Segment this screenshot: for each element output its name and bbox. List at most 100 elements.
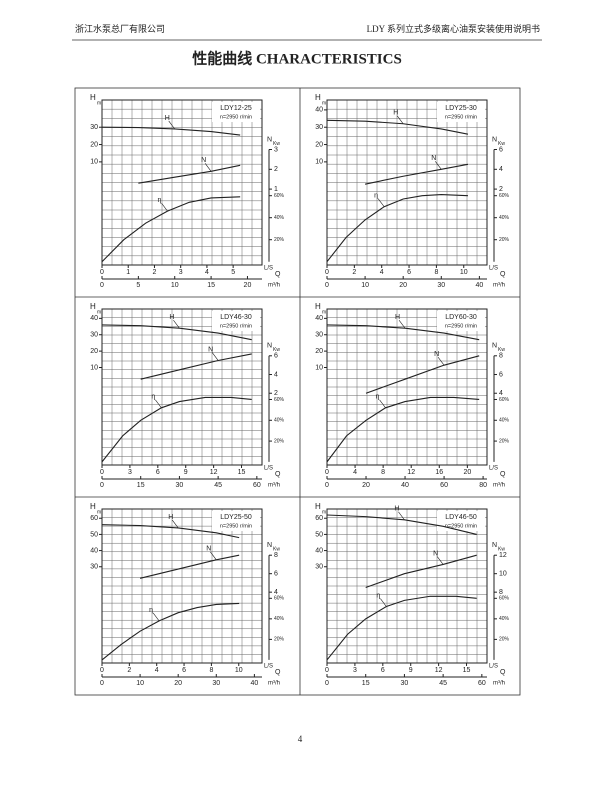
h-tick-label: 50: [90, 531, 98, 538]
h-tick-label: 20: [315, 141, 323, 148]
h-leader: [171, 519, 179, 529]
model-label: LDY12-25: [220, 105, 252, 112]
ls-tick-label: 5: [231, 269, 235, 276]
m3h-tick-label: 30: [437, 282, 445, 289]
eff-tick-label: 20%: [499, 237, 510, 243]
m3h-tick-label: 0: [325, 282, 329, 289]
h-axis-unit: m: [97, 100, 101, 106]
eff-tick-label: 40%: [499, 616, 510, 622]
h-curve-label: H: [168, 514, 173, 521]
m3h-tick-label: 30: [212, 680, 220, 687]
model-box: [212, 102, 260, 122]
ls-tick-label: 3: [128, 469, 132, 476]
frame: [74, 87, 521, 696]
n-curve-label: N: [208, 346, 213, 353]
n-axis-unit: Kw: [498, 141, 505, 147]
n-axis-title: N: [492, 542, 497, 549]
n-curve-label: N: [433, 550, 438, 557]
eff-tick-label: 20%: [274, 637, 285, 643]
m3h-tick-label: 0: [325, 680, 329, 687]
ls-tick-label: 2: [352, 269, 356, 276]
ls-tick-label: 3: [353, 667, 357, 674]
speed-label: n=2950 r/min: [445, 323, 477, 329]
m3h-tick-label: 45: [214, 482, 222, 489]
eff-tick-label: 60%: [274, 596, 285, 602]
m3h-axis-title: m³/h: [268, 681, 280, 687]
q-axis-title: Q: [500, 471, 506, 478]
n-axis-unit: Kw: [498, 547, 505, 553]
eff-tick-label: 20%: [499, 637, 510, 643]
m3h-tick-label: 0: [100, 282, 104, 289]
n-tick-label: 4: [499, 166, 503, 173]
eff-leader: [379, 399, 386, 408]
eff-leader: [380, 598, 387, 607]
n-axis-unit: Kw: [273, 547, 280, 553]
ls-tick-label: 0: [325, 469, 329, 476]
ls-tick-label: 2: [127, 667, 131, 674]
n-tick-label: 8: [499, 353, 503, 360]
h-axis-title: H: [315, 502, 321, 511]
ls-tick-label: 15: [238, 469, 246, 476]
eff-curve-label: η: [376, 394, 380, 401]
m3h-tick-label: 30: [176, 482, 184, 489]
n-leader: [437, 356, 445, 366]
n-curve-label: N: [434, 351, 439, 358]
eff-curve: [101, 396, 252, 463]
h-axis-title: H: [315, 302, 321, 311]
m3h-tick-label: 20: [362, 482, 370, 489]
eff-leader: [161, 202, 168, 212]
m3h-tick-label: 15: [207, 282, 215, 289]
eff-tick-label: 20%: [274, 438, 285, 444]
h-axis-unit: m: [322, 509, 326, 515]
h-curve-label: H: [393, 110, 398, 117]
m3h-tick-label: 0: [100, 482, 104, 489]
h-tick-label: 10: [315, 364, 323, 371]
n-curve-label: N: [431, 155, 436, 162]
n-axis-title: N: [267, 343, 272, 350]
h-axis-title: H: [90, 93, 96, 102]
q-axis-title: Q: [275, 471, 281, 478]
eff-tick-label: 40%: [274, 215, 285, 221]
ls-tick-label: 12: [210, 469, 218, 476]
page-number: 4: [298, 734, 303, 744]
eff-leader: [377, 198, 385, 207]
m3h-axis-title: m³/h: [268, 483, 280, 489]
n-curve: [139, 554, 240, 579]
h-tick-label: 10: [315, 159, 323, 166]
h-curve-label: H: [395, 314, 400, 321]
ls-axis-title: L/S: [489, 466, 498, 472]
model-box: [212, 511, 260, 531]
ls-tick-label: 2: [153, 269, 157, 276]
h-leader: [168, 120, 175, 130]
eff-tick-label: 20%: [274, 237, 285, 243]
eff-leader: [152, 612, 160, 622]
h-curve-label: H: [165, 115, 170, 122]
n-axis-title: N: [267, 542, 272, 549]
model-box: [437, 311, 485, 331]
plot-border: [326, 308, 488, 466]
model-label: LDY60-30: [445, 314, 477, 321]
n-tick-label: 6: [274, 571, 278, 578]
plot-border: [101, 508, 263, 664]
m3h-tick-label: 5: [136, 282, 140, 289]
m3h-tick-label: 45: [439, 680, 447, 687]
n-tick-label: 12: [499, 552, 507, 559]
h-tick-label: 60: [90, 515, 98, 522]
page-title: 性能曲线 CHARACTERISTICS: [192, 49, 402, 67]
eff-tick-label: 40%: [274, 616, 285, 622]
m3h-axis-title: m³/h: [493, 483, 505, 489]
h-leader: [398, 320, 406, 329]
eff-curve: [101, 196, 241, 263]
m3h-tick-label: 30: [401, 680, 409, 687]
n-tick-label: 6: [499, 371, 503, 378]
m3h-tick-label: 10: [136, 680, 144, 687]
model-label: LDY46-50: [445, 514, 477, 521]
ls-tick-label: 0: [325, 269, 329, 276]
ls-axis-title: L/S: [264, 266, 273, 272]
h-tick-label: 30: [90, 124, 98, 131]
eff-tick-label: 60%: [499, 193, 510, 199]
h-tick-label: 10: [90, 159, 98, 166]
n-leader: [435, 161, 442, 170]
h-curve: [101, 126, 241, 136]
m3h-tick-label: 10: [361, 282, 369, 289]
